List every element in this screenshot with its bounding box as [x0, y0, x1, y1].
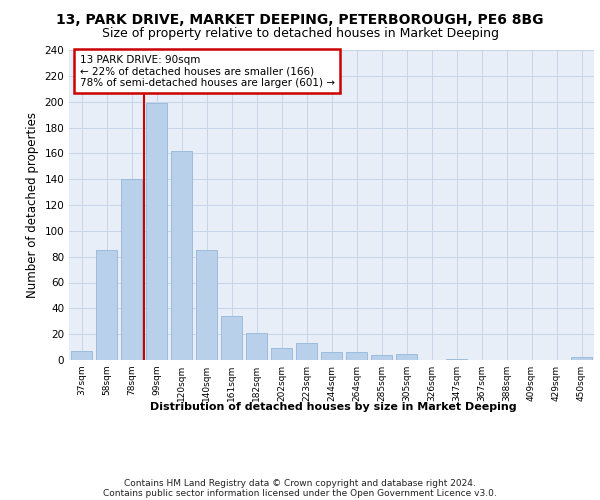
Bar: [571, 358, 592, 360]
Bar: [296, 343, 317, 360]
Text: 13 PARK DRIVE: 90sqm
← 22% of detached houses are smaller (166)
78% of semi-deta: 13 PARK DRIVE: 90sqm ← 22% of detached h…: [79, 54, 335, 88]
Bar: [171, 151, 192, 360]
Bar: [196, 250, 217, 360]
Bar: [221, 316, 242, 360]
Text: 13, PARK DRIVE, MARKET DEEPING, PETERBOROUGH, PE6 8BG: 13, PARK DRIVE, MARKET DEEPING, PETERBOR…: [56, 12, 544, 26]
Bar: [146, 103, 167, 360]
Bar: [271, 348, 292, 360]
Text: Contains HM Land Registry data © Crown copyright and database right 2024.: Contains HM Land Registry data © Crown c…: [124, 478, 476, 488]
Bar: [96, 250, 117, 360]
Text: Size of property relative to detached houses in Market Deeping: Size of property relative to detached ho…: [101, 28, 499, 40]
Text: Contains public sector information licensed under the Open Government Licence v3: Contains public sector information licen…: [103, 488, 497, 498]
Bar: [446, 358, 467, 360]
Bar: [321, 352, 342, 360]
Bar: [371, 355, 392, 360]
Text: Distribution of detached houses by size in Market Deeping: Distribution of detached houses by size …: [149, 402, 517, 412]
Bar: [246, 333, 267, 360]
Bar: [396, 354, 417, 360]
Bar: [346, 352, 367, 360]
Bar: [121, 179, 142, 360]
Bar: [71, 351, 92, 360]
Y-axis label: Number of detached properties: Number of detached properties: [26, 112, 39, 298]
